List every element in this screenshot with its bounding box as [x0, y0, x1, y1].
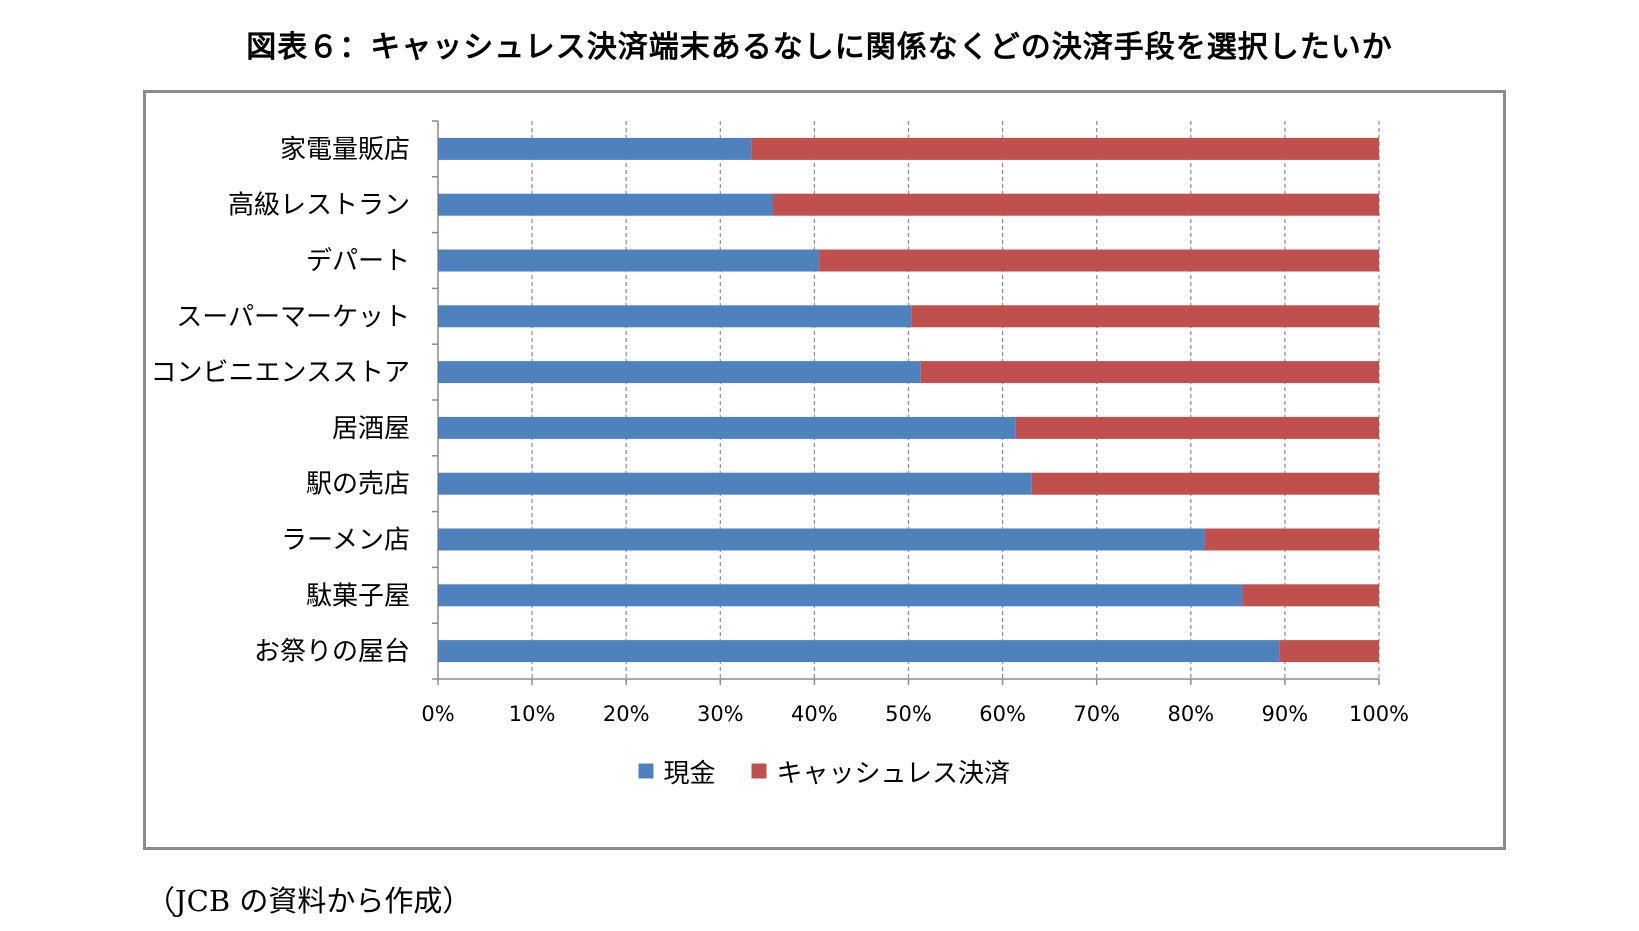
- bar-cash: [438, 584, 1243, 607]
- x-tick-label: 20%: [603, 702, 650, 726]
- x-tick-label: 40%: [791, 702, 838, 726]
- legend-label-cash: 現金: [664, 759, 716, 789]
- bar-cash: [438, 137, 752, 160]
- x-tick-label: 70%: [1073, 702, 1120, 726]
- x-tick-label: 10%: [509, 702, 556, 726]
- x-tick-label: 90%: [1262, 702, 1309, 726]
- bar-cash: [438, 305, 912, 328]
- chart-frame: 0% 10% 20% 30% 40% 50% 60% 70% 80% 90% 100% 家電量販店高級…: [143, 90, 1506, 850]
- y-category-label: 駄菓子屋: [306, 581, 410, 611]
- bar-cashless: [1204, 528, 1379, 551]
- y-category-label: お祭りの屋台: [254, 637, 410, 667]
- stacked-bar-chart: 0% 10% 20% 30% 40% 50% 60% 70% 80% 90% 100% 家電量販店高級…: [151, 120, 1409, 789]
- x-tick-label: 100%: [1349, 702, 1409, 726]
- legend-swatch-cash: [638, 763, 654, 779]
- y-category-label: 家電量販店: [280, 135, 410, 165]
- x-tick-label: 0%: [421, 702, 454, 726]
- bar-cashless: [772, 193, 1379, 216]
- bar-cash: [438, 361, 921, 384]
- bar-cashless: [1279, 640, 1379, 663]
- legend-label-cashless: キャッシュレス決済: [777, 759, 1010, 789]
- bar-cashless: [1242, 584, 1379, 607]
- bar-cashless: [751, 137, 1379, 160]
- bar-cash: [438, 416, 1016, 439]
- bar-cash: [438, 472, 1032, 495]
- y-category-label: スーパーマーケット: [176, 302, 410, 332]
- bar-cashless: [819, 249, 1379, 272]
- bar-cashless: [911, 305, 1379, 328]
- bar-cash: [438, 249, 820, 272]
- x-tick-label: 80%: [1167, 702, 1214, 726]
- chart-title: 図表６：キャッシュレス決済端末あるなしに関係なくどの決済手段を選択したいか: [246, 30, 1393, 65]
- bar-cash: [438, 193, 773, 216]
- x-tick-label: 50%: [885, 702, 932, 726]
- y-category-label: ラーメン店: [281, 526, 410, 556]
- y-category-label: 高級レストラン: [228, 191, 410, 221]
- y-category-label: 駅の売店: [306, 470, 410, 500]
- legend-swatch-cashless: [751, 763, 767, 779]
- bar-cashless: [1015, 416, 1379, 439]
- bar-cashless: [1031, 472, 1379, 495]
- bar-cash: [438, 528, 1205, 551]
- y-category-label: 居酒屋: [332, 414, 410, 444]
- x-tick-label: 60%: [979, 702, 1026, 726]
- bar-cashless: [920, 361, 1379, 384]
- x-tick-label: 30%: [697, 702, 744, 726]
- y-category-label: コンビニエンスストア: [151, 358, 410, 388]
- bar-cash: [438, 640, 1280, 663]
- source-note: （JCB の資料から作成）: [146, 884, 472, 918]
- y-category-label: デパート: [306, 247, 410, 277]
